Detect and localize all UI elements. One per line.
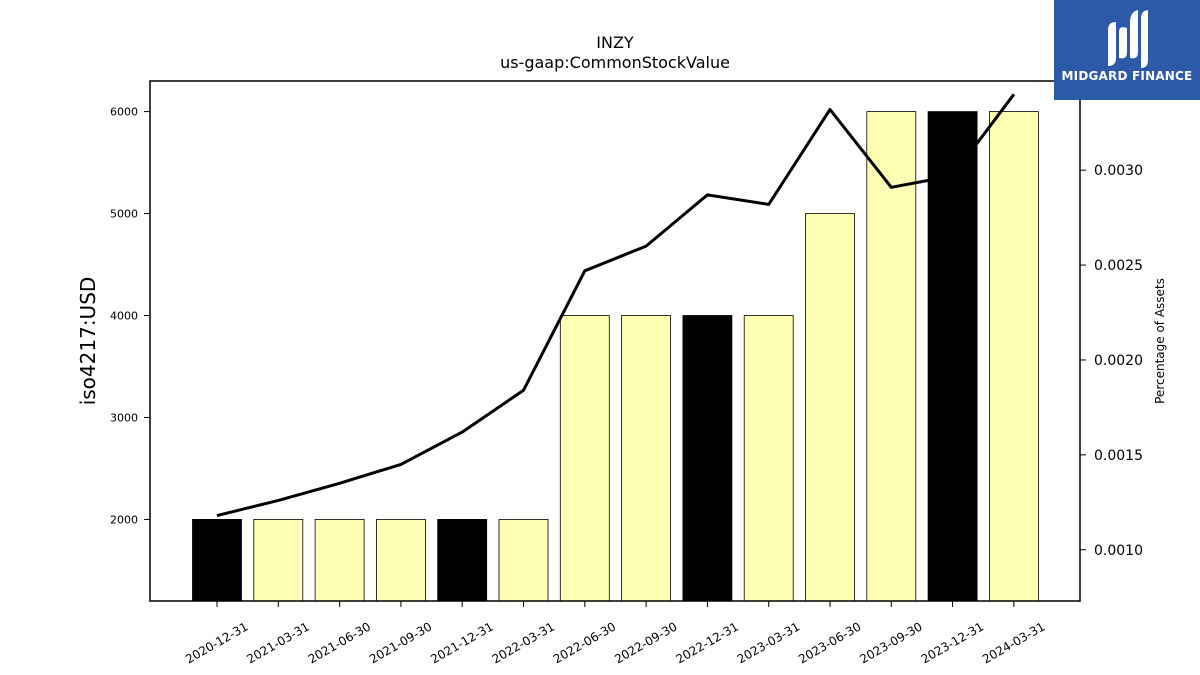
x-tick-label: 2020-12-31 <box>183 619 250 666</box>
y2-tick-label: 0.0030 <box>1094 163 1143 179</box>
x-tick-label: 2021-09-30 <box>367 619 434 666</box>
plot-frame <box>149 80 1081 602</box>
y-tick-label: 5000 <box>110 208 138 221</box>
y-axis-label: iso4217:USD <box>76 277 100 406</box>
bar-2022-06-30 <box>559 315 610 602</box>
x-tick-label: 2022-12-31 <box>673 619 740 666</box>
x-tick-label: 2021-03-31 <box>244 619 311 666</box>
bar-2022-03-31 <box>498 519 549 602</box>
x-tick-label: 2023-03-31 <box>735 619 802 666</box>
y2-axis-label: Percentage of Assets <box>1153 278 1167 404</box>
y2-tick-label: 0.0015 <box>1094 448 1143 464</box>
bar-2021-03-31 <box>253 519 304 602</box>
bar-2021-06-30 <box>314 519 365 602</box>
y-tick-label: 2000 <box>110 513 138 526</box>
x-tick-label: 2021-06-30 <box>306 619 373 666</box>
bar-2023-09-30 <box>866 111 917 602</box>
x-tick-label: 2023-09-30 <box>857 619 924 666</box>
percentage-of-assets-line <box>216 93 1016 518</box>
bar-2024-03-31 <box>989 111 1039 602</box>
chart-subtitle: us-gaap:CommonStockValue <box>500 53 730 72</box>
x-tick-label: 2021-12-31 <box>428 619 495 666</box>
logo-mark-icon <box>1108 10 1148 68</box>
y2-tick-label: 0.0025 <box>1094 258 1143 274</box>
brand-logo: MIDGARD FINANCE <box>1054 0 1200 100</box>
x-tick-label: 2022-06-30 <box>551 619 618 666</box>
bar-2023-03-31 <box>743 315 794 602</box>
x-tick-label: 2023-12-31 <box>919 619 986 666</box>
logo-text: MIDGARD FINANCE <box>1061 69 1193 83</box>
y-tick-label: 3000 <box>110 411 138 424</box>
bar-2021-12-31 <box>437 519 488 602</box>
x-tick-label: 2022-09-30 <box>612 619 679 666</box>
y-tick-label: 4000 <box>110 310 138 323</box>
y2-tick-label: 0.0020 <box>1094 353 1143 369</box>
y2-tick-label: 0.0010 <box>1094 543 1143 559</box>
x-tick-label: 2023-06-30 <box>796 619 863 666</box>
x-tick-label: 2024-03-31 <box>980 619 1047 666</box>
bar-2023-12-31 <box>927 111 978 602</box>
y-tick-label: 6000 <box>110 106 138 119</box>
chart-title: INZY <box>596 33 634 52</box>
bar-2020-12-31 <box>192 519 242 602</box>
bar-2023-06-30 <box>805 213 855 602</box>
bar-2021-09-30 <box>375 519 426 602</box>
bar-2022-09-30 <box>621 315 671 602</box>
x-tick-label: 2022-03-31 <box>490 619 557 666</box>
bar-2022-12-31 <box>682 315 733 602</box>
